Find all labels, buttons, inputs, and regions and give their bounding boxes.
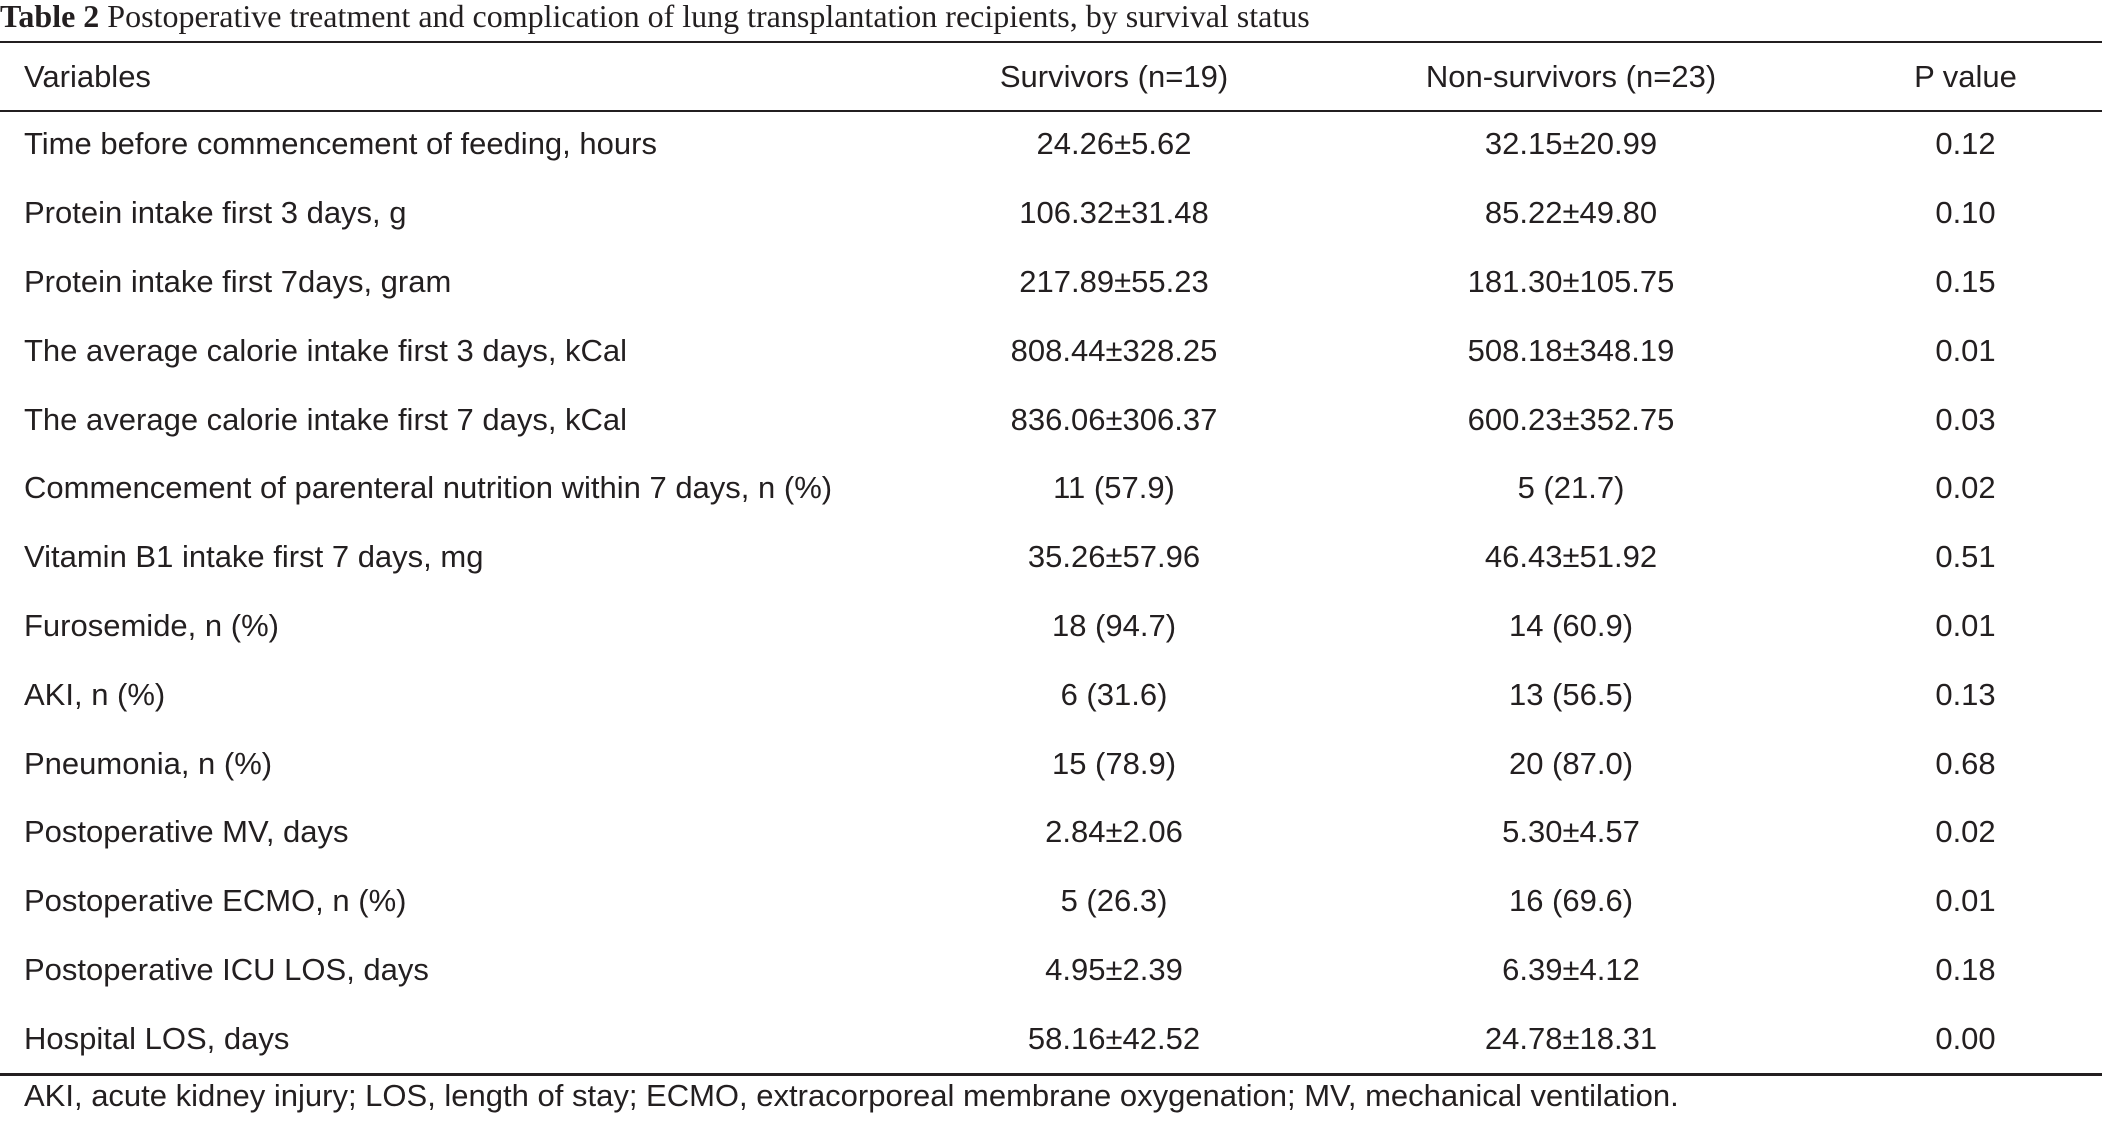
table-row: Vitamin B1 intake first 7 days, mg 35.26±…: [0, 523, 2102, 592]
cell-variable: Vitamin B1 intake first 7 days, mg: [24, 539, 484, 575]
table-row: The average calorie intake first 3 days,…: [0, 316, 2102, 385]
cell-p-value: 0.01: [1935, 883, 1996, 919]
cell-non-survivors: 5.30±4.57: [1502, 814, 1640, 850]
table-row: Protein intake first 3 days, g 106.32±31.…: [0, 179, 2102, 248]
cell-p-value: 0.02: [1935, 470, 1996, 506]
cell-p-value: 0.51: [1935, 539, 1996, 575]
cell-non-survivors: 5 (21.7): [1517, 470, 1625, 506]
cell-variable: Hospital LOS, days: [24, 1020, 290, 1056]
cell-p-value: 0.01: [1935, 607, 1996, 643]
table-caption: Table 2 Postoperative treatment and comp…: [0, 0, 1310, 38]
table-row: Postoperative ECMO, n (%) 5 (26.3) 16 (69.…: [0, 867, 2102, 936]
cell-variable: Commencement of parenteral nutrition wit…: [24, 470, 833, 506]
cell-non-survivors: 20 (87.0): [1508, 745, 1634, 781]
cell-non-survivors: 6.39±4.12: [1502, 951, 1640, 987]
cell-non-survivors: 181.30±105.75: [1467, 263, 1675, 299]
cell-p-value: 0.02: [1935, 814, 1996, 850]
cell-p-value: 0.15: [1935, 263, 1996, 299]
cell-survivors: 836.06±306.37: [1010, 401, 1218, 437]
table-footnote: AKI, acute kidney injury; LOS, length of…: [24, 1078, 1679, 1113]
cell-variable: Furosemide, n (%): [24, 607, 279, 643]
header-row: Variables Survivors (n=19) Non-survivors…: [0, 44, 2102, 110]
table-row: Furosemide, n (%) 18 (94.7) 14 (60.9) 0.01: [0, 592, 2102, 661]
cell-non-survivors: 46.43±51.92: [1484, 539, 1658, 575]
cell-survivors: 24.26±5.62: [1036, 126, 1192, 162]
cell-survivors: 35.26±57.96: [1027, 539, 1201, 575]
cell-p-value: 0.68: [1935, 745, 1996, 781]
cell-survivors: 6 (31.6): [1060, 676, 1168, 712]
table-row: Pneumonia, n (%) 15 (78.9) 20 (87.0) 0.68: [0, 729, 2102, 798]
cell-survivors: 4.95±2.39: [1045, 951, 1183, 987]
cell-non-survivors: 24.78±18.31: [1484, 1020, 1658, 1056]
cell-survivors: 58.16±42.52: [1027, 1020, 1201, 1056]
cell-variable: Protein intake first 3 days, g: [24, 195, 407, 231]
cell-variable: The average calorie intake first 3 days,…: [24, 332, 628, 368]
cell-variable: Pneumonia, n (%): [24, 745, 273, 781]
table-row: Hospital LOS, days 58.16±42.52 24.78±18.31…: [0, 1004, 2102, 1073]
cell-variable: Postoperative ICU LOS, days: [24, 951, 429, 987]
cell-variable: The average calorie intake first 7 days,…: [24, 401, 628, 437]
table-row: Protein intake first 7days, gram 217.89±5…: [0, 248, 2102, 317]
top-rule: [0, 41, 2102, 43]
cell-non-survivors: 13 (56.5): [1508, 676, 1634, 712]
cell-survivors: 15 (78.9): [1051, 745, 1177, 781]
cell-p-value: 0.18: [1935, 951, 1996, 987]
header-rule: [0, 110, 2102, 112]
cell-p-value: 0.10: [1935, 195, 1996, 231]
cell-p-value: 0.00: [1935, 1020, 1996, 1056]
cell-variable: Postoperative MV, days: [24, 814, 349, 850]
cell-non-survivors: 14 (60.9): [1508, 607, 1634, 643]
cell-survivors: 5 (26.3): [1060, 883, 1168, 919]
header-p-value: P value: [1914, 59, 2017, 94]
cell-survivors: 2.84±2.06: [1045, 814, 1183, 850]
cell-variable: Protein intake first 7days, gram: [24, 263, 452, 299]
cell-non-survivors: 600.23±352.75: [1467, 401, 1675, 437]
table-caption-text: Postoperative treatment and complication…: [99, 0, 1310, 34]
cell-non-survivors: 16 (69.6): [1508, 883, 1634, 919]
cell-p-value: 0.12: [1935, 126, 1996, 162]
data-table: Variables Survivors (n=19) Non-survivors…: [0, 44, 2102, 1073]
cell-survivors: 808.44±328.25: [1010, 332, 1218, 368]
bottom-rule: [0, 1073, 2102, 1076]
cell-non-survivors: 32.15±20.99: [1484, 126, 1658, 162]
table-row: The average calorie intake first 7 days,…: [0, 385, 2102, 454]
cell-p-value: 0.03: [1935, 401, 1996, 437]
cell-survivors: 11 (57.9): [1053, 470, 1175, 506]
table-caption-label: Table 2: [0, 0, 100, 34]
cell-variable: Time before commencement of feeding, hou…: [24, 126, 657, 162]
cell-non-survivors: 85.22±49.80: [1484, 195, 1658, 231]
header-non-survivors: Non-survivors (n=23): [1425, 59, 1717, 94]
table-row: Postoperative ICU LOS, days 4.95±2.39 6.39…: [0, 936, 2102, 1005]
table-row: Time before commencement of feeding, hou…: [0, 110, 2102, 179]
header-variables: Variables: [24, 59, 151, 94]
cell-variable: Postoperative ECMO, n (%): [24, 883, 407, 919]
header-survivors: Survivors (n=19): [999, 59, 1229, 94]
cell-survivors: 106.32±31.48: [1019, 195, 1209, 231]
cell-non-survivors: 508.18±348.19: [1467, 332, 1675, 368]
cell-variable: AKI, n (%): [24, 676, 166, 712]
cell-survivors: 217.89±55.23: [1019, 263, 1209, 299]
cell-survivors: 18 (94.7): [1051, 607, 1177, 643]
table-row: Postoperative MV, days 2.84±2.06 5.30±4.57…: [0, 798, 2102, 867]
cell-p-value: 0.01: [1935, 332, 1996, 368]
cell-p-value: 0.13: [1935, 676, 1996, 712]
table-row: Commencement of parenteral nutrition wit…: [0, 454, 2102, 523]
table-row: AKI, n (%) 6 (31.6) 13 (56.5) 0.13: [0, 660, 2102, 729]
